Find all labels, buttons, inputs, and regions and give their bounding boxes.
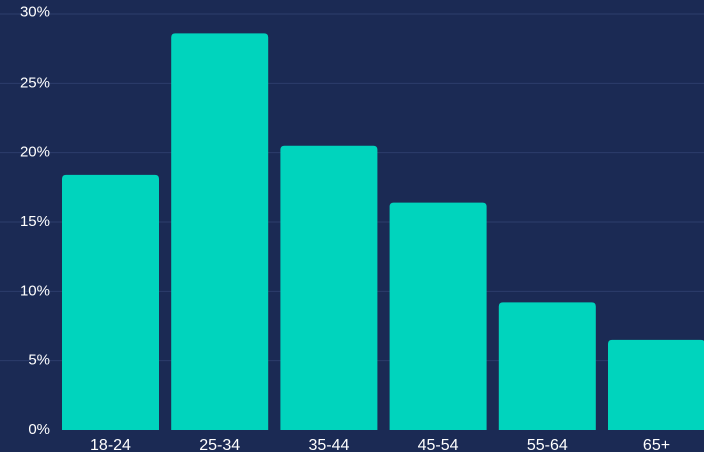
y-tick-label: 25% <box>20 74 50 91</box>
y-tick-label: 15% <box>20 213 50 230</box>
x-category-label: 65+ <box>643 437 670 452</box>
bar-layer <box>62 33 704 431</box>
y-tick-label: 5% <box>28 352 50 369</box>
x-category-label: 18-24 <box>90 437 131 452</box>
y-tick-label: 10% <box>20 282 50 299</box>
bar-25-34[interactable] <box>171 33 269 431</box>
bar-45-54[interactable] <box>389 202 487 430</box>
bar-55-64[interactable] <box>498 302 596 430</box>
x-category-label: 55-64 <box>527 437 568 452</box>
bar-65-plus[interactable] <box>608 339 704 430</box>
bar-18-24[interactable] <box>62 174 159 430</box>
y-tick-label: 30% <box>20 3 50 20</box>
x-axis-category-labels: 18-24 25-34 35-44 45-54 55-64 65+ <box>90 437 670 452</box>
y-tick-label: 0% <box>28 421 50 438</box>
bar-35-44[interactable] <box>280 145 378 430</box>
x-category-label: 35-44 <box>308 437 349 452</box>
y-axis-tick-labels: 0% 5% 10% 15% 20% 25% 30% <box>20 3 50 438</box>
x-category-label: 25-34 <box>199 437 240 452</box>
y-tick-label: 20% <box>20 144 50 161</box>
x-category-label: 45-54 <box>418 437 459 452</box>
